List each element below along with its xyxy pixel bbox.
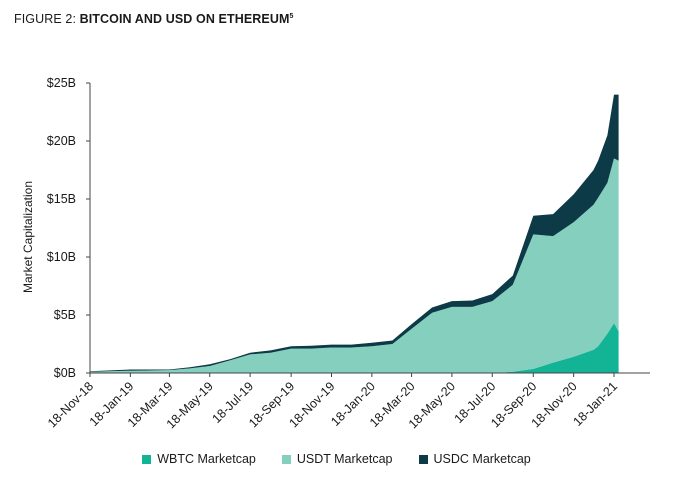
x-tick-label: 18-Jan-21	[570, 379, 620, 429]
legend-label-usdt: USDT Marketcap	[296, 452, 393, 466]
y-tick-label: $15B	[47, 192, 76, 206]
figure-title-main: BITCOIN AND USD ON ETHEREUM	[79, 12, 290, 26]
y-tick-label: $5B	[54, 308, 76, 322]
stacked-area-chart: $0B $5B $10B $15B $20B $25B 18-Nov-1818-Jan-1…	[21, 76, 650, 431]
legend-swatch-usdc	[418, 454, 428, 464]
legend: WBTC Marketcap USDT Marketcap USDC Marke…	[0, 452, 673, 466]
y-tick-label: $0B	[54, 366, 76, 380]
area-usdc	[90, 94, 619, 372]
figure-title: FIGURE 2: BITCOIN AND USD ON ETHEREUM5	[14, 12, 293, 26]
legend-item-wbtc: WBTC Marketcap	[142, 452, 256, 466]
y-tick-label: $25B	[47, 76, 76, 90]
y-axis: $0B $5B $10B $15B $20B $25B	[47, 76, 91, 380]
figure-title-prefix: FIGURE 2:	[14, 12, 80, 26]
area-layers	[90, 94, 619, 373]
legend-label-usdc: USDC Marketcap	[433, 452, 531, 466]
legend-label-wbtc: WBTC Marketcap	[157, 452, 256, 466]
legend-item-usdt: USDT Marketcap	[281, 452, 393, 466]
area-wbtc	[90, 323, 619, 373]
y-axis-label: Market Capitalization	[21, 181, 35, 293]
legend-item-usdc: USDC Marketcap	[418, 452, 531, 466]
y-tick-label: $10B	[47, 250, 76, 264]
legend-swatch-usdt	[281, 454, 291, 464]
legend-swatch-wbtc	[142, 454, 152, 464]
y-tick-label: $20B	[47, 134, 76, 148]
figure-title-footnote: 5	[289, 12, 294, 20]
x-tick-label: 18-Nov-18	[45, 379, 96, 430]
area-usdt	[90, 158, 619, 373]
x-axis: 18-Nov-1818-Jan-1918-Mar-1918-May-1918-J…	[45, 372, 650, 431]
